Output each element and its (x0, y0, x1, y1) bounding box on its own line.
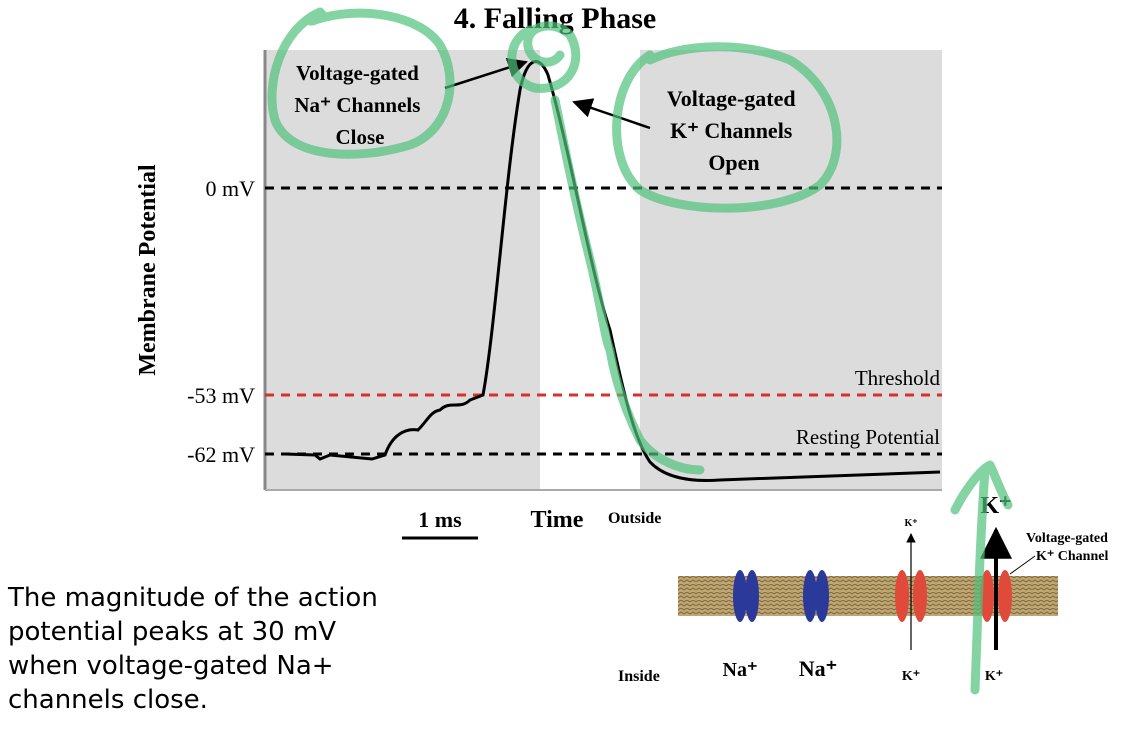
note-line: Open (708, 150, 759, 175)
k-channel (998, 570, 1012, 622)
na-channel (803, 570, 817, 622)
note-line: K⁺ Channel (1036, 549, 1108, 564)
note-line: Close (336, 125, 385, 149)
caption: The magnitude of the action potential pe… (7, 583, 386, 715)
na-channel (733, 570, 747, 622)
note-line: Voltage-gated (667, 86, 796, 111)
na-label: Na⁺ (723, 659, 758, 681)
ink-circle (612, 42, 842, 213)
caption-line: The magnitude of the action (7, 583, 378, 613)
threshold-label: Threshold (855, 366, 941, 390)
ink-circle (507, 21, 581, 93)
k-arrow (572, 98, 651, 130)
note-line: Voltage-gated (1026, 531, 1108, 546)
shade-left (265, 50, 540, 490)
note-line: K⁺ Channels (670, 118, 793, 143)
scale-label: 1 ms (418, 507, 462, 532)
level-label: 0 mV (206, 176, 256, 201)
caption-line: when voltage-gated Na+ (8, 651, 334, 681)
na-channel (815, 570, 829, 622)
level-label: -62 mV (187, 442, 255, 467)
caption-line: potential peaks at 30 mV (8, 617, 336, 647)
note-line: Na⁺ Channels (294, 93, 420, 117)
k-label: K⁺ (902, 669, 920, 684)
k-label: K⁺ (904, 518, 917, 529)
level-label: -53 mV (187, 383, 255, 408)
k-channel (895, 570, 909, 622)
k-label: K⁺ (985, 669, 1003, 684)
note-line: Voltage-gated (296, 61, 419, 85)
ink-arrow (950, 460, 1013, 695)
na-note: Voltage-gated Na⁺ Channels Close (294, 61, 425, 149)
channel-note: Voltage-gated K⁺ Channel (1026, 531, 1111, 564)
inside-label: Inside (618, 668, 660, 685)
outside-label: Outside (608, 510, 661, 527)
caption-line: channels close. (8, 685, 208, 715)
shade-right (640, 50, 942, 490)
k-channel (913, 570, 927, 622)
k-note: Voltage-gated K⁺ Channels Open (667, 86, 801, 175)
note-pointer (1009, 555, 1036, 575)
resting-label: Resting Potential (796, 425, 940, 449)
na-label: Na⁺ (799, 656, 838, 681)
na-channel (745, 570, 759, 622)
x-axis-label: Time (531, 507, 584, 533)
ink-trace (550, 95, 705, 475)
y-axis-label: Membrane Potential (135, 164, 161, 376)
ink-circle (267, 7, 455, 159)
